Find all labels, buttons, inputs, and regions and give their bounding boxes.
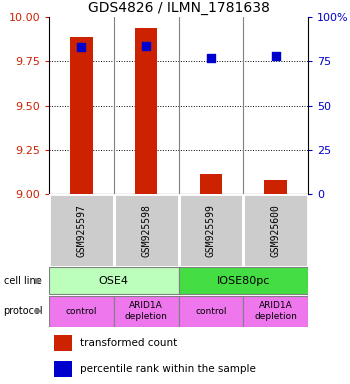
Bar — [178, 267, 308, 295]
Text: cell line: cell line — [4, 276, 41, 286]
Bar — [49, 194, 114, 267]
Text: OSE4: OSE4 — [99, 276, 129, 286]
Bar — [49, 267, 178, 295]
Bar — [243, 296, 308, 326]
Bar — [114, 194, 178, 267]
Point — [78, 44, 84, 50]
Text: percentile rank within the sample: percentile rank within the sample — [80, 364, 256, 374]
Text: GSM925599: GSM925599 — [206, 204, 216, 257]
Point — [144, 43, 149, 49]
Text: IOSE80pc: IOSE80pc — [217, 276, 270, 286]
Text: GSM925598: GSM925598 — [141, 204, 151, 257]
Text: protocol: protocol — [4, 306, 43, 316]
Bar — [264, 180, 287, 194]
Bar — [178, 296, 243, 326]
Text: GSM925600: GSM925600 — [271, 204, 281, 257]
Point — [273, 53, 279, 59]
Text: control: control — [195, 306, 227, 316]
Point — [208, 55, 213, 61]
Bar — [49, 296, 114, 326]
Bar — [54, 361, 72, 377]
Text: ARID1A
depletion: ARID1A depletion — [125, 301, 168, 321]
Text: ARID1A
depletion: ARID1A depletion — [254, 301, 297, 321]
Bar — [135, 28, 158, 194]
Text: transformed count: transformed count — [80, 338, 177, 348]
Bar — [199, 174, 222, 194]
Text: control: control — [66, 306, 97, 316]
Bar — [70, 37, 93, 194]
Title: GDS4826 / ILMN_1781638: GDS4826 / ILMN_1781638 — [88, 1, 270, 15]
Text: GSM925597: GSM925597 — [76, 204, 86, 257]
Bar — [54, 335, 72, 351]
Bar — [178, 194, 243, 267]
Bar — [114, 296, 178, 326]
Bar — [243, 194, 308, 267]
